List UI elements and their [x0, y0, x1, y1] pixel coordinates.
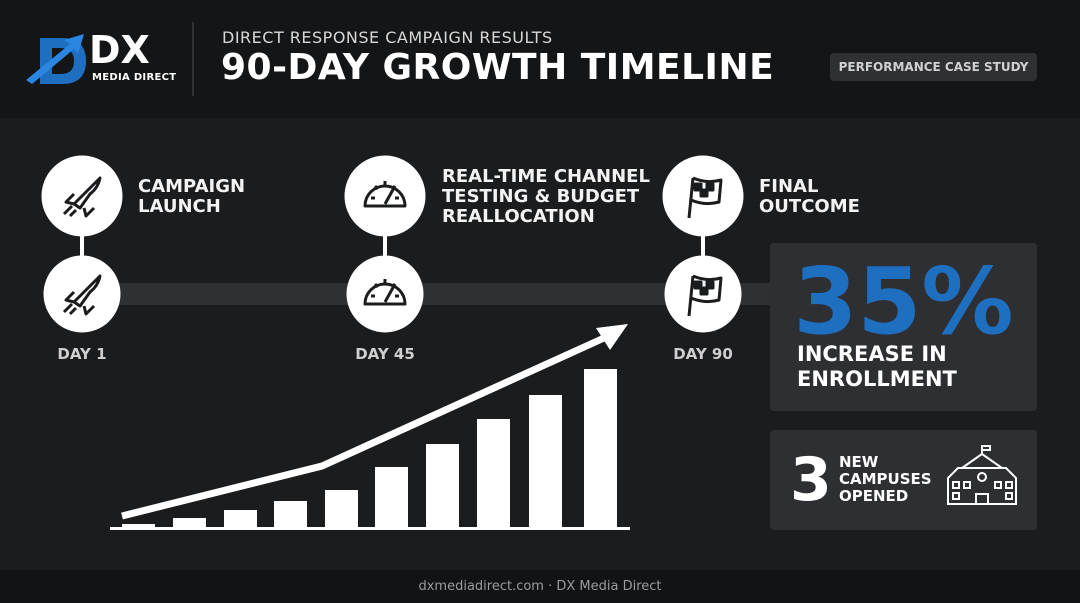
growth-bars — [110, 369, 630, 530]
text-line: ENROLLMENT — [797, 367, 957, 391]
graphics — [26, 22, 1037, 530]
title: 90-DAY GROWTH TIMELINE — [221, 47, 775, 88]
stat-label: INCREASE IN ENROLLMENT — [797, 342, 957, 392]
badge: PERFORMANCE CASE STUDY — [830, 53, 1037, 81]
text-line: NEW — [839, 453, 879, 471]
timeline-bar — [82, 283, 782, 305]
stat-label: NEW CAMPUSES OPENED — [839, 454, 932, 505]
stat-value: 3 — [790, 445, 832, 515]
milestone-label: CAMPAIGN LAUNCH — [138, 177, 245, 217]
stat-box — [770, 243, 1037, 411]
text-line: OUTCOME — [759, 196, 860, 217]
kicker: DIRECT RESPONSE CAMPAIGN RESULTS — [222, 28, 553, 47]
day-label: DAY 45 — [355, 345, 415, 363]
icons — [62, 176, 723, 317]
day-label: DAY 1 — [57, 345, 107, 363]
milestone-label: REAL-TIME CHANNEL TESTING & BUDGET REALLOC… — [442, 167, 650, 227]
stat-value: 35% — [793, 248, 1014, 355]
growth-arrow — [121, 334, 606, 520]
arrow-head — [596, 324, 628, 350]
text-line: OPENED — [839, 487, 909, 505]
brand-sub: MEDIA DIRECT — [92, 72, 177, 83]
brand: DX — [89, 28, 150, 72]
logo-arrow — [26, 34, 84, 84]
text-line: REAL-TIME CHANNEL — [442, 166, 650, 187]
school-icon — [947, 445, 1017, 505]
milestone-label: FINAL OUTCOME — [759, 177, 860, 217]
footer: dxmediadirect.com · DX Media Direct — [0, 570, 1080, 603]
text-line: CAMPAIGN — [138, 176, 246, 197]
text-line: INCREASE IN — [797, 342, 947, 366]
text-line: CAMPUSES — [839, 470, 932, 488]
text-line: FINAL — [759, 176, 819, 197]
day-label: DAY 90 — [673, 345, 733, 363]
text-line: LAUNCH — [138, 196, 221, 217]
text-line: TESTING & BUDGET — [442, 186, 640, 207]
text-line: REALLOCATION — [442, 206, 595, 227]
